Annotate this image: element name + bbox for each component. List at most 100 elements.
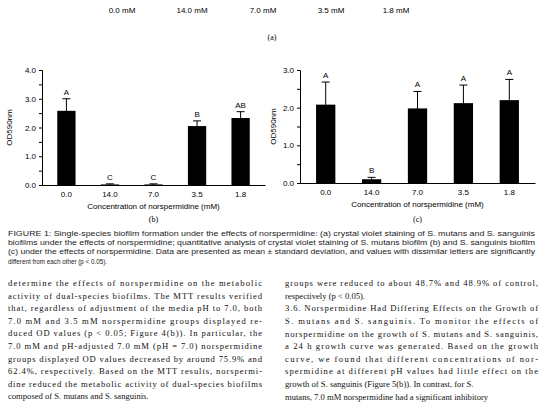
body-line: a 24 h growth curve was generated. Based… <box>285 341 539 351</box>
error-bar <box>322 82 330 127</box>
tick-label: 7.0 <box>148 190 160 199</box>
error-line <box>240 112 241 125</box>
tick: 1.8 <box>235 185 247 199</box>
bar <box>231 118 249 185</box>
error-cap <box>62 98 70 99</box>
axis-title: Concentration of norspermidine (mM) <box>351 200 484 209</box>
tick-mark <box>39 84 42 85</box>
error-line <box>371 177 372 181</box>
tick: 7.0 <box>412 183 424 197</box>
annotation: AB <box>235 101 246 110</box>
tick-label: 7.0 <box>412 188 424 197</box>
body-line: mutans, 7.0 mM norspermidine had a signi… <box>285 392 489 402</box>
body-line: norspermidine on the growth of S. mutans… <box>285 329 538 339</box>
panel-title: (a) <box>268 33 277 42</box>
error-cap <box>150 183 158 184</box>
tick: 3.5 <box>191 185 203 199</box>
y-axis: 0.0 1.0 2.0 3.0 <box>283 66 301 188</box>
tick-label: 0.0 <box>283 179 295 188</box>
tick-label: 0.0 <box>61 190 73 199</box>
page: 0.0 mM14.0 mM7.0 mM3.5 mM1.8 mM(a)0.01.0… <box>0 0 543 407</box>
body-line: S. mutans and S. sanguinis. To monitor t… <box>285 316 538 326</box>
annotation: A <box>415 80 421 89</box>
annotation: A <box>64 88 70 97</box>
tick-label: 0.0 <box>320 188 332 197</box>
marks <box>57 99 250 185</box>
body-line: dine reduced the metabolic activity of d… <box>8 379 263 389</box>
error-bar <box>150 184 158 185</box>
axis-title: Concentration of norspermidine (mM) <box>87 202 220 211</box>
error-cap <box>106 183 114 184</box>
tick-label: 1.0 <box>283 141 295 150</box>
panel-title: (c) <box>413 215 422 224</box>
body-line: groups were reduced to about 48.7% and 4… <box>285 278 538 288</box>
body-line: 7.0 mM and pH-adjusted 7.0 mM (pH = 7.0)… <box>8 341 262 351</box>
tick-label: 3.5 <box>191 190 203 199</box>
body-line: growth of S. sanguinis (Figure 5(b)). In… <box>285 379 473 389</box>
tick: 3.0 <box>283 66 300 75</box>
tick-label: 3.5 <box>458 188 470 197</box>
body-line: 3.6. Norspermidine Had Differing Effects… <box>285 303 538 313</box>
body-line: determine the effects of norspermidine o… <box>8 278 262 288</box>
panel-label: 14.0 mM <box>176 6 207 15</box>
tick: 0.0 <box>283 179 300 188</box>
error-cap <box>237 111 245 112</box>
chart: 0.01.02.03.04.00.014.07.03.51.8ACCBABOD5… <box>5 66 266 224</box>
error-line <box>66 99 67 123</box>
annotation: A <box>461 74 467 83</box>
body-line: spermidine at different pH values had li… <box>285 366 538 376</box>
tick: 4.0 <box>25 66 42 75</box>
body-line: curve, we found that different concentra… <box>285 354 538 364</box>
tick-mark <box>39 142 42 143</box>
caption-line: FIGURE 1: Single-species biofilm formati… <box>8 230 535 238</box>
error-cap <box>414 91 422 92</box>
error-bar <box>459 85 467 121</box>
tick <box>39 142 42 143</box>
tick-label: 14.0 <box>364 188 380 197</box>
tick-mark <box>297 145 300 146</box>
error-line <box>463 85 464 121</box>
tick-label: 3.0 <box>25 95 37 104</box>
error-line <box>509 79 510 120</box>
tick-label: 2.0 <box>25 124 37 133</box>
tick-mark <box>39 156 42 157</box>
error-bar <box>62 99 70 123</box>
tick: 0.0 <box>61 185 73 199</box>
axis-line <box>297 71 301 184</box>
error-bar <box>368 177 376 181</box>
tick <box>297 89 300 90</box>
tick-mark <box>39 171 42 172</box>
body-line: duced OD values (p < 0.05; Figure 4(b)).… <box>8 328 262 338</box>
tick: 3.0 <box>25 95 42 104</box>
error-cap <box>459 85 467 86</box>
marks <box>316 79 519 183</box>
tick: 1.0 <box>283 141 300 150</box>
tick-label: 14.0 <box>102 190 118 199</box>
body-line: groups displayed OD values decreased by … <box>8 354 263 364</box>
error-line <box>197 121 198 131</box>
tick-label: 1.8 <box>504 188 516 197</box>
panel-label: 1.8 mM <box>383 6 410 15</box>
axis-line <box>39 71 43 186</box>
annotation: B <box>369 166 374 175</box>
tick: 14.0 <box>102 185 118 199</box>
annotation: A <box>323 71 329 80</box>
tick: 1.0 <box>25 152 42 161</box>
tick-mark <box>297 183 300 184</box>
chart: 0.01.02.03.00.014.07.03.51.8ABAAAOD590nm… <box>269 66 536 224</box>
tick <box>297 164 300 165</box>
tick: 1.8 <box>504 183 516 197</box>
tick: 2.0 <box>283 104 300 113</box>
tick: 2.0 <box>25 124 42 133</box>
panel-label: 3.5 mM <box>318 6 345 15</box>
tick-label: 1.0 <box>25 152 37 161</box>
caption-line: (c) under the effects of norspermidine. … <box>8 248 536 256</box>
error-bar <box>505 79 513 120</box>
axis-title: OD590nm <box>5 109 14 146</box>
tick: 0.0 <box>25 181 42 190</box>
bar <box>188 126 206 185</box>
tick-mark <box>39 128 42 129</box>
tick-label: 4.0 <box>25 66 37 75</box>
error-cap <box>505 79 513 80</box>
body-line: 7.0 mM and 3.5 mM norspermidine groups d… <box>8 316 262 326</box>
